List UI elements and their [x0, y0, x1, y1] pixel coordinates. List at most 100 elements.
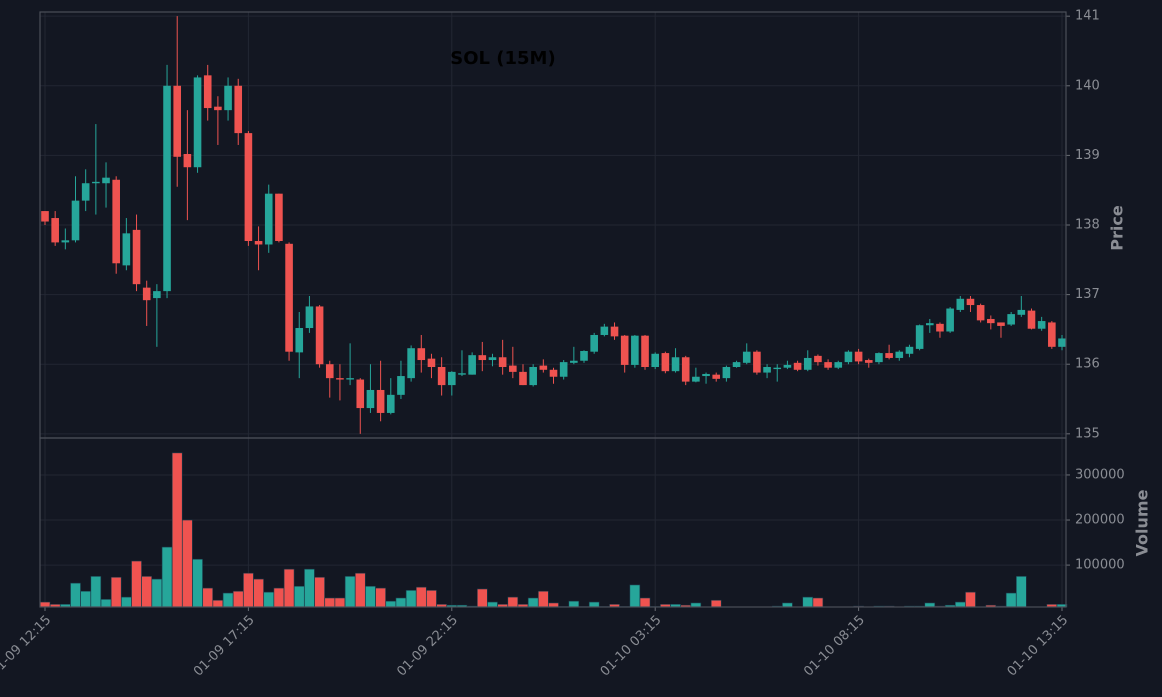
candle-body — [580, 350, 588, 361]
volume-bar — [375, 587, 386, 608]
candle-body — [753, 351, 761, 373]
volume-panel-frame — [39, 437, 1067, 608]
candle-body — [224, 85, 232, 111]
candle-body — [92, 181, 100, 184]
volume-bar — [1005, 592, 1017, 608]
candle-body — [61, 240, 70, 243]
volume-bar — [629, 584, 641, 608]
candle-body — [102, 177, 110, 184]
candle-body — [559, 362, 568, 377]
candle-body — [112, 179, 120, 264]
candle-body — [173, 85, 182, 157]
candle-body — [51, 218, 59, 243]
volume-bar — [202, 587, 214, 608]
candle-body — [763, 367, 771, 373]
volume-bar — [782, 602, 793, 608]
candle-body — [610, 326, 619, 337]
volume-bar — [538, 590, 549, 608]
candle-body — [275, 193, 283, 242]
candle-body — [244, 133, 253, 242]
candle-body — [661, 353, 670, 372]
candle-body — [641, 335, 649, 367]
y-tick-label: 140 — [1075, 78, 1100, 93]
candle-body — [1058, 338, 1066, 347]
candle-body — [925, 323, 934, 326]
y-tick-label: 137 — [1075, 287, 1100, 302]
y-tick-label: 135 — [1075, 426, 1100, 441]
candle-body — [742, 351, 751, 363]
candle-body — [346, 378, 354, 380]
candle-body — [366, 389, 375, 409]
candle-body — [651, 353, 659, 367]
volume-bar — [222, 592, 234, 608]
candle-body — [773, 367, 782, 370]
candle-body — [193, 77, 202, 168]
volume-bar — [182, 519, 193, 608]
candle-body — [905, 346, 914, 354]
candle-body — [803, 357, 812, 370]
candle-body — [976, 305, 985, 321]
volume-tick-label: 100000 — [1075, 558, 1125, 573]
candle-body — [590, 334, 598, 352]
volume-bar — [405, 590, 417, 608]
candle-body — [620, 335, 629, 365]
candle-body — [732, 362, 741, 367]
candle-body — [356, 379, 365, 409]
candle-body — [987, 318, 995, 324]
candle-body — [407, 348, 415, 379]
y-axis-label: Price — [1108, 205, 1127, 251]
candle-body — [214, 106, 222, 111]
y-tick-label: 138 — [1075, 218, 1100, 233]
volume-bar — [365, 585, 376, 608]
candle-body — [509, 365, 517, 372]
volume-bar — [100, 599, 112, 608]
volume-bar — [639, 597, 651, 608]
volume-bar — [527, 597, 539, 608]
candle-body — [468, 355, 476, 375]
candle-body — [997, 322, 1005, 326]
volume-bar — [568, 600, 580, 608]
volume-bar — [1016, 576, 1027, 608]
volume-bar — [192, 558, 203, 608]
candle-body — [702, 373, 710, 377]
candle-body — [1007, 314, 1015, 325]
candle-body — [478, 355, 487, 361]
volume-bar — [110, 576, 122, 608]
volume-bar — [415, 586, 427, 608]
volume-bar — [548, 602, 559, 608]
candle-body — [427, 358, 436, 367]
candle-body — [1037, 321, 1046, 329]
candle-body — [325, 364, 334, 379]
volume-bar — [141, 576, 152, 608]
volume-bar — [80, 590, 91, 608]
candle-body — [122, 233, 131, 266]
candle-body — [956, 298, 965, 310]
candle-body — [895, 351, 904, 358]
volume-bar — [283, 568, 295, 608]
candle-body — [153, 291, 161, 299]
volume-bar — [324, 597, 336, 608]
candle-body — [936, 323, 944, 332]
candle-body — [783, 364, 792, 368]
candle-body — [631, 335, 639, 365]
volume-bar — [70, 582, 81, 608]
volume-bar — [710, 599, 722, 608]
candle-body — [448, 371, 456, 386]
candle-body — [336, 378, 344, 380]
volume-bar — [395, 597, 407, 608]
candle-body — [692, 376, 700, 382]
candle-body — [671, 357, 680, 372]
volume-bar — [965, 591, 976, 608]
candle-body — [1017, 309, 1026, 315]
candle-body — [254, 241, 263, 245]
candle-body — [417, 348, 426, 361]
y-tick-label: 141 — [1075, 9, 1100, 24]
candle-body — [864, 360, 873, 363]
candle-body — [844, 351, 853, 363]
volume-bar — [334, 597, 346, 608]
volume-bar — [690, 602, 702, 608]
candle-body — [163, 85, 171, 292]
candle-body — [81, 183, 90, 201]
volume-bar — [588, 601, 600, 608]
candle-body — [234, 85, 243, 134]
